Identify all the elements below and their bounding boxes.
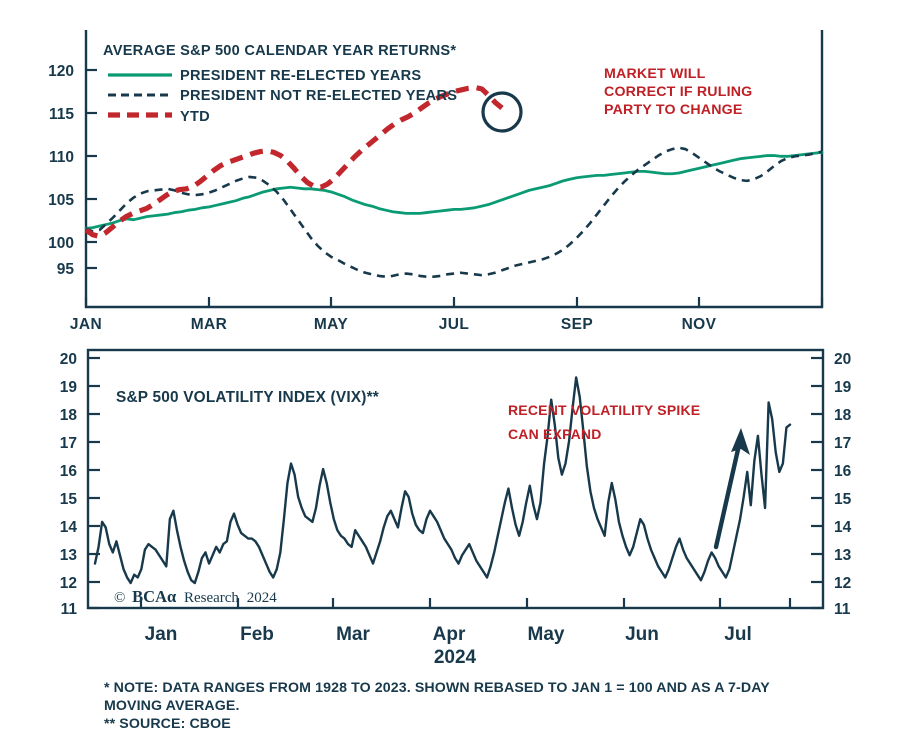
credit-alpha: α xyxy=(167,587,177,606)
top-chart-xtick-may: MAY xyxy=(314,316,348,333)
credit-year: 2024 xyxy=(247,590,278,606)
legend-label-re-elected: PRESIDENT RE-ELECTED YEARS xyxy=(180,68,421,84)
bottom-chart-xtick-apr: Apr xyxy=(433,624,466,645)
top-chart-xtick-jan: JAN xyxy=(70,316,102,333)
legend-label-not-re-elected: PRESIDENT NOT RE-ELECTED YEARS xyxy=(180,88,457,104)
top-chart-xtick-jul: JUL xyxy=(439,316,469,333)
market-correct-line-1: MARKET WILL xyxy=(604,66,706,82)
legend-label-ytd: YTD xyxy=(180,109,210,125)
top-chart-ytick-115: 115 xyxy=(49,106,74,123)
bottom-chart-xaxis-year: 2024 xyxy=(434,647,477,668)
bottom-chart-ytick-left-11: 11 xyxy=(61,601,78,618)
bottom-chart-ytick-left-17: 17 xyxy=(60,435,77,452)
bottom-chart-ytick-left-14: 14 xyxy=(60,519,78,536)
bottom-chart-left-ticks xyxy=(88,358,100,608)
bottom-chart-xtick-jul: Jul xyxy=(724,624,751,645)
footnote-line-1: * NOTE: DATA RANGES FROM 1928 TO 2023. S… xyxy=(104,680,770,696)
credit-word: Research xyxy=(184,590,239,606)
top-chart-x-ticks xyxy=(86,297,822,307)
bca-research-credit: © BCAα Research 2024 xyxy=(114,587,277,606)
bottom-chart-ytick-right-17: 17 xyxy=(834,435,851,452)
bottom-chart-ytick-right-20: 20 xyxy=(834,351,851,368)
svg-text:© BCAα Researc: © BCAα Research 2024 xyxy=(114,587,277,606)
top-chart-xtick-mar: MAR xyxy=(191,316,228,333)
ytd-endpoint-circle-icon xyxy=(483,93,521,131)
bottom-chart-ytick-right-19: 19 xyxy=(834,379,852,396)
bottom-chart-ytick-right-12: 12 xyxy=(834,575,851,592)
top-chart-ytick-95: 95 xyxy=(57,261,75,278)
top-chart-panel: 120 115 110 105 100 95 JAN MAR MAY JUL S… xyxy=(48,30,822,333)
series-president-not-re-elected xyxy=(86,148,822,277)
bottom-chart-ytick-left-12: 12 xyxy=(60,575,77,592)
bottom-chart-title: S&P 500 VOLATILITY INDEX (VIX)** xyxy=(116,389,379,406)
credit-brand: BCA xyxy=(132,587,167,606)
bottom-chart-ytick-right-11: 11 xyxy=(834,601,851,618)
bottom-chart-ytick-left-20: 20 xyxy=(60,351,77,368)
bottom-chart-ytick-right-18: 18 xyxy=(834,407,852,424)
top-chart-legend: AVERAGE S&P 500 CALENDAR YEAR RETURNS* P… xyxy=(103,43,457,125)
footnote-line-2: MOVING AVERAGE. xyxy=(104,698,240,714)
bottom-chart-ytick-right-13: 13 xyxy=(834,547,852,564)
bottom-chart-ytick-right-14: 14 xyxy=(834,519,852,536)
recent-volatility-line-1: RECENT VOLATILITY SPIKE xyxy=(508,402,700,418)
top-chart-xtick-sep: SEP xyxy=(561,316,593,333)
market-correct-line-2: CORRECT IF RULING xyxy=(604,84,752,100)
bottom-chart-ytick-right-16: 16 xyxy=(834,463,852,480)
bottom-chart-xtick-may: May xyxy=(528,624,565,645)
market-correct-annotation: MARKET WILL CORRECT IF RULING PARTY TO C… xyxy=(604,66,752,118)
bottom-chart-ytick-left-13: 13 xyxy=(60,547,78,564)
bottom-chart-ytick-left-16: 16 xyxy=(60,463,78,480)
top-chart-ytick-120: 120 xyxy=(48,63,74,80)
credit-symbol: © xyxy=(114,590,125,606)
top-chart-ytick-110: 110 xyxy=(49,149,74,166)
top-chart-title: AVERAGE S&P 500 CALENDAR YEAR RETURNS* xyxy=(103,43,456,59)
bottom-chart-xtick-jan: Jan xyxy=(145,624,178,645)
bottom-chart-ytick-right-15: 15 xyxy=(834,491,852,508)
bottom-chart-xtick-jun: Jun xyxy=(625,624,659,645)
bottom-chart-ytick-left-18: 18 xyxy=(60,407,78,424)
footnotes-block: * NOTE: DATA RANGES FROM 1928 TO 2023. S… xyxy=(104,680,770,732)
top-chart-y-ticks xyxy=(86,70,97,268)
bottom-chart-xtick-feb: Feb xyxy=(240,624,274,645)
top-chart-xtick-nov: NOV xyxy=(682,316,717,333)
top-chart-ytick-105: 105 xyxy=(48,192,74,209)
recent-volatility-annotation: RECENT VOLATILITY SPIKE CAN EXPAND xyxy=(508,402,700,442)
bottom-chart-ytick-left-19: 19 xyxy=(60,379,78,396)
recent-volatility-line-2: CAN EXPAND xyxy=(508,426,602,442)
top-chart-ytick-100: 100 xyxy=(48,235,74,252)
series-president-re-elected xyxy=(86,152,822,228)
bottom-chart-xtick-mar: Mar xyxy=(336,624,370,645)
bottom-chart-panel: 20 19 18 17 16 15 14 13 12 11 20 19 18 1… xyxy=(60,350,852,668)
footnote-line-3: ** SOURCE: CBOE xyxy=(104,716,231,732)
market-correct-line-3: PARTY TO CHANGE xyxy=(604,102,743,118)
bottom-chart-ytick-left-15: 15 xyxy=(60,491,78,508)
bottom-chart-right-ticks xyxy=(811,358,823,608)
